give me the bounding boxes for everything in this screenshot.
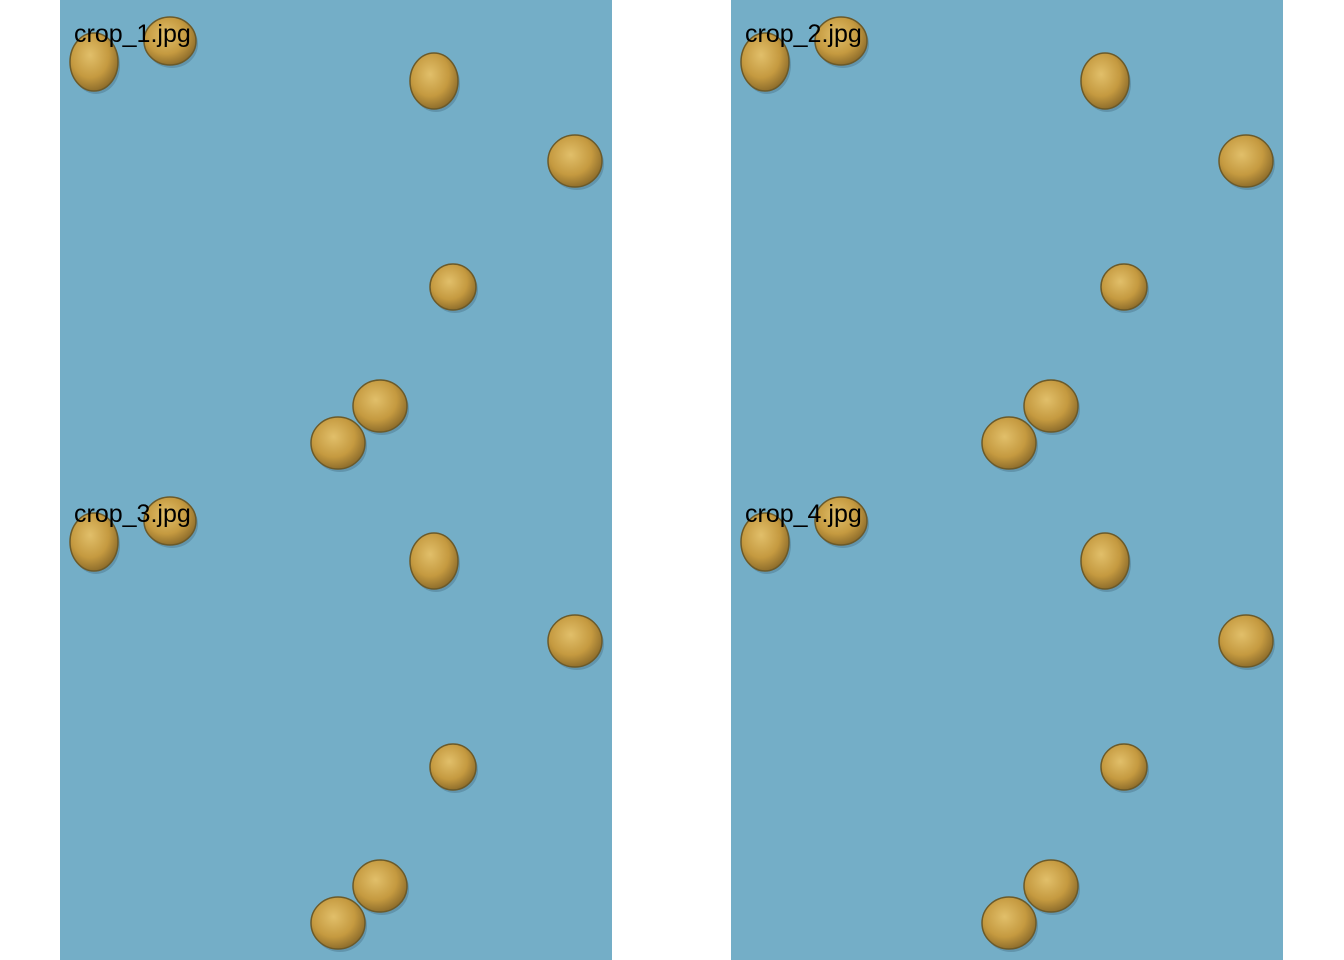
soybean-seed: [310, 416, 366, 470]
soybean-seed: [1023, 379, 1079, 433]
soybean-seed: [1100, 263, 1148, 311]
soybean-seed: [981, 416, 1037, 470]
soybean-seed: [814, 16, 868, 66]
tile-filename-label: crop_4.jpg: [745, 500, 862, 528]
photo-background: [60, 0, 612, 480]
soybean-seed: [143, 496, 197, 546]
soybean-seed: [1080, 52, 1130, 110]
soybean-seed: [1218, 614, 1274, 668]
soybean-seed: [547, 134, 603, 188]
soybean-seed: [1023, 859, 1079, 913]
photo-background: [731, 480, 1283, 960]
soybean-seed: [69, 512, 119, 572]
soybean-seed: [352, 379, 408, 433]
soybean-seed: [429, 743, 477, 791]
seed-photo: [60, 480, 612, 960]
photo-background: [60, 480, 612, 960]
tile-filename-label: crop_2.jpg: [745, 20, 862, 48]
soybean-seed: [143, 16, 197, 66]
soybean-seed: [1100, 743, 1148, 791]
soybean-seed: [352, 859, 408, 913]
soybean-seed: [981, 896, 1037, 950]
soybean-seed: [429, 263, 477, 311]
seed-photo: [731, 480, 1283, 960]
soybean-seed: [740, 32, 790, 92]
soybean-seed: [1080, 532, 1130, 590]
soybean-seed: [310, 896, 366, 950]
image-tile-4: crop_4.jpg: [731, 480, 1283, 960]
photo-background: [731, 0, 1283, 480]
tile-filename-label: crop_3.jpg: [74, 500, 191, 528]
soybean-seed: [69, 32, 119, 92]
seed-photo: [731, 0, 1283, 480]
image-tile-3: crop_3.jpg: [60, 480, 612, 960]
soybean-seed: [547, 614, 603, 668]
soybean-seed: [1218, 134, 1274, 188]
image-tile-2: crop_2.jpg: [731, 0, 1283, 480]
image-tile-1: crop_1.jpg: [60, 0, 612, 480]
soybean-seed: [409, 532, 459, 590]
soybean-seed: [814, 496, 868, 546]
seed-photo: [60, 0, 612, 480]
soybean-seed: [409, 52, 459, 110]
soybean-seed: [740, 512, 790, 572]
tile-filename-label: crop_1.jpg: [74, 20, 191, 48]
